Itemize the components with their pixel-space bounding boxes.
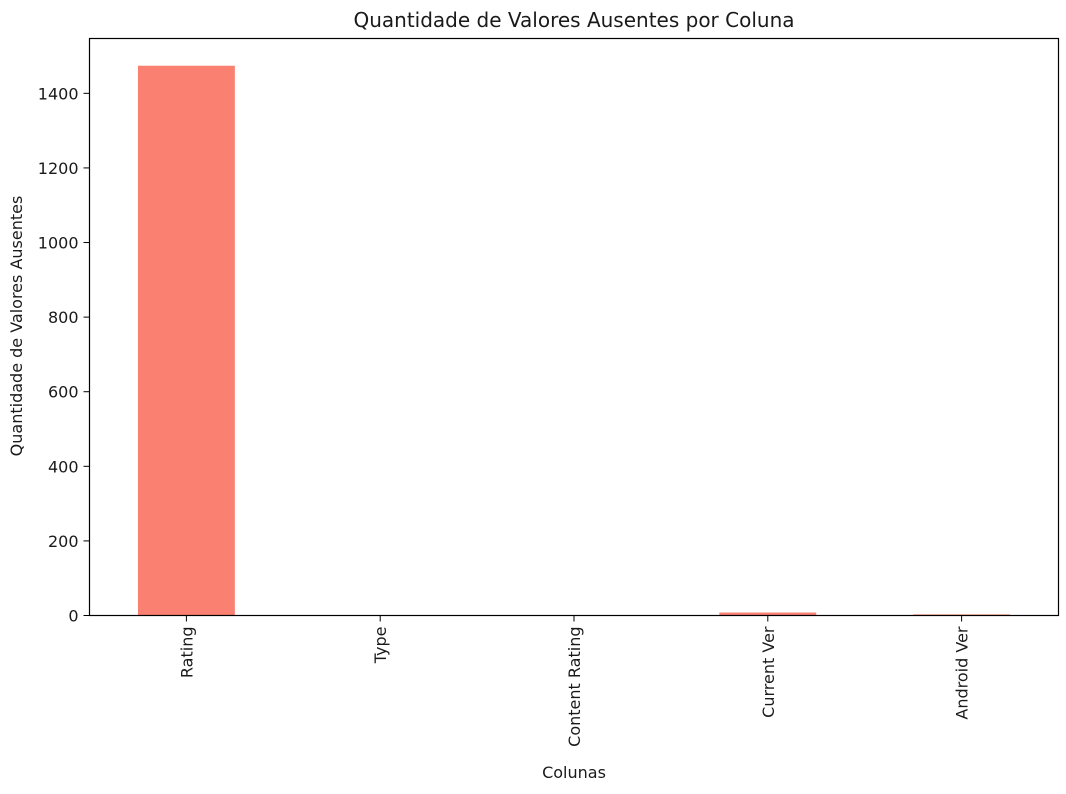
- y-tick-label: 200: [48, 532, 79, 551]
- y-tick-label: 0: [68, 607, 78, 626]
- x-tick-label: Current Ver: [759, 626, 778, 718]
- y-axis: 0 200 400 600 800 1000 1200 1400: [38, 84, 90, 625]
- x-tick-label: Content Rating: [565, 627, 584, 747]
- x-axis-label: Colunas: [542, 763, 606, 782]
- y-tick-label: 1200: [38, 159, 79, 178]
- y-tick-label: 1400: [38, 84, 79, 103]
- bar: [138, 66, 235, 616]
- chart-title: Quantidade de Valores Ausentes por Colun…: [353, 8, 794, 32]
- x-axis: Rating Type Content Rating Current Ver Andro…: [177, 616, 971, 747]
- y-tick-label: 1000: [38, 234, 79, 253]
- x-tick-label: Android Ver: [953, 626, 972, 719]
- y-axis-label: Quantidade de Valores Ausentes: [7, 196, 26, 457]
- bars-layer: [138, 66, 1010, 616]
- x-tick-label: Type: [371, 627, 390, 665]
- y-tick-label: 600: [48, 383, 79, 402]
- y-tick-label: 800: [48, 308, 79, 327]
- x-tick-label: Rating: [177, 627, 196, 679]
- y-tick-label: 400: [48, 457, 79, 476]
